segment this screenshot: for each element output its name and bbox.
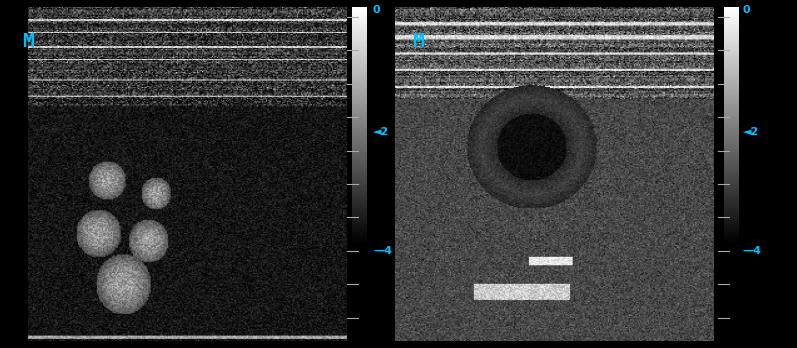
Text: ◄2: ◄2 [743, 127, 759, 137]
Text: —4: —4 [743, 246, 762, 255]
Text: M: M [22, 32, 33, 51]
Text: 0: 0 [373, 6, 381, 15]
Text: M: M [413, 32, 424, 51]
Text: 0: 0 [743, 6, 751, 15]
Text: —4: —4 [373, 246, 392, 255]
Text: ◄2: ◄2 [373, 127, 389, 137]
